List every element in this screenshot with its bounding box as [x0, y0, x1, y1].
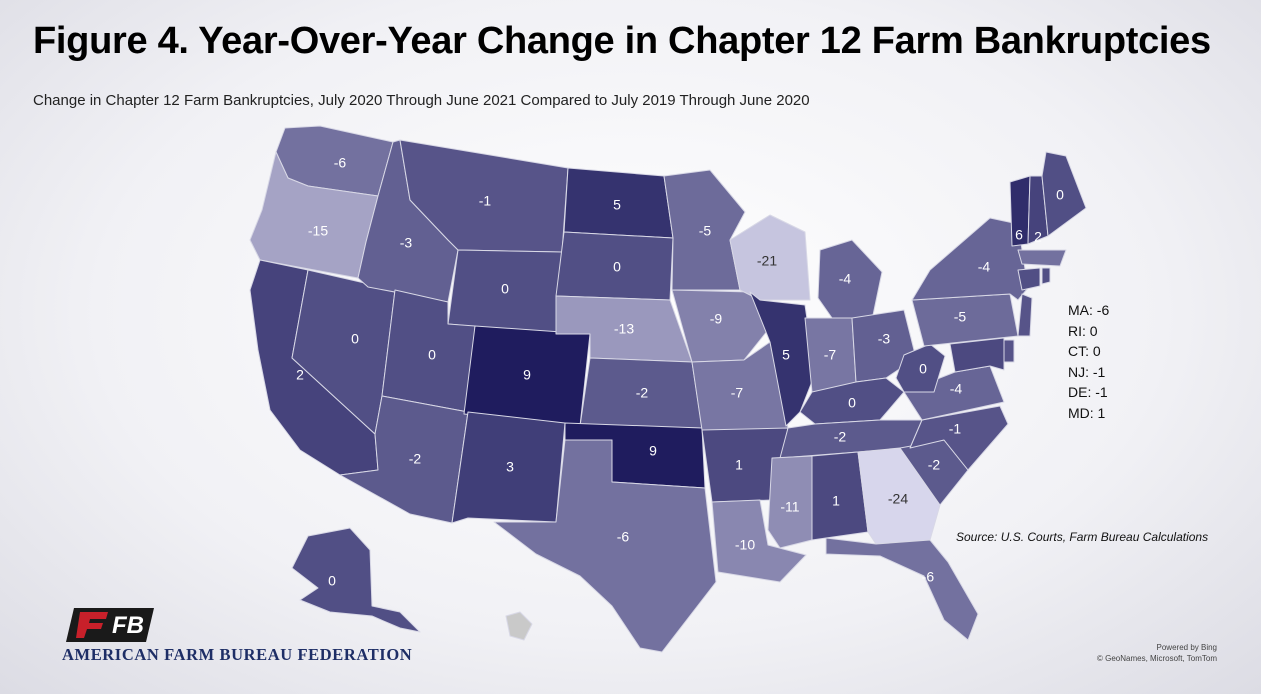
- state-label-mo: -7: [731, 385, 744, 401]
- figure-title: Figure 4. Year-Over-Year Change in Chapt…: [33, 20, 1211, 62]
- state-label-co: 9: [523, 367, 531, 383]
- state-ak: [291, 527, 421, 633]
- state-label-ms: -11: [780, 499, 799, 515]
- farm-bureau-logo: FB: [66, 608, 154, 642]
- state-label-la: -10: [735, 537, 755, 553]
- side-label-nj: NJ: -1: [1068, 363, 1106, 380]
- state-il: [749, 291, 816, 427]
- small-states-legend: MA: -6 RI: 0 CT: 0 NJ: -1 DE: -1 MD: 1: [1068, 300, 1109, 423]
- state-label-nv: 0: [351, 331, 359, 347]
- state-label-me: 0: [1056, 187, 1064, 203]
- state-ia: [671, 289, 769, 363]
- state-label-nh: 2: [1034, 229, 1042, 245]
- copyright-text: © GeoNames, Microsoft, TomTom: [1097, 654, 1217, 663]
- state-ri: [1041, 267, 1051, 285]
- state-ct: [1017, 267, 1041, 291]
- side-label-ri: RI: 0: [1068, 322, 1098, 339]
- state-label-ga: -24: [888, 491, 908, 507]
- state-label-nd: 5: [613, 197, 621, 213]
- state-md: [949, 337, 1005, 373]
- state-label-ca: 2: [296, 367, 304, 383]
- state-label-in: -7: [824, 347, 837, 363]
- source-note: Source: U.S. Courts, Farm Bureau Calcula…: [956, 530, 1209, 544]
- organization-name: AMERICAN FARM BUREAU FEDERATION: [62, 645, 413, 664]
- state-wi: [729, 214, 811, 301]
- state-label-wy: 0: [501, 281, 509, 297]
- state-fl: [825, 537, 979, 641]
- state-label-vt: 6: [1015, 227, 1023, 243]
- state-label-fl: -6: [922, 569, 935, 585]
- state-label-al: 1: [832, 493, 840, 509]
- state-label-sc: -2: [928, 457, 941, 473]
- state-tx: [493, 439, 717, 653]
- state-label-mt: -1: [479, 193, 492, 209]
- state-label-mi: -4: [839, 271, 852, 287]
- state-va: [903, 365, 1005, 421]
- state-label-pa: -5: [954, 309, 967, 325]
- powered-by-text: Powered by Bing: [1156, 643, 1217, 652]
- state-ma: [1017, 249, 1067, 267]
- state-label-ky: 0: [848, 395, 856, 411]
- state-label-ar: 1: [735, 457, 743, 473]
- side-label-ct: CT: 0: [1068, 343, 1101, 359]
- state-label-mn: -5: [699, 223, 712, 239]
- state-la: [711, 499, 807, 583]
- side-label-de: DE: -1: [1068, 384, 1108, 400]
- state-ny: [911, 217, 1029, 301]
- figure-subtitle: Change in Chapter 12 Farm Bankruptcies, …: [33, 92, 810, 109]
- state-ms: [767, 455, 813, 549]
- state-label-ne: -13: [614, 321, 634, 337]
- state-label-ny: -4: [978, 259, 991, 275]
- state-label-sd: 0: [613, 259, 621, 275]
- state-nm: [451, 411, 566, 524]
- state-label-oh: -3: [878, 331, 891, 347]
- state-label-ok: 9: [649, 443, 657, 459]
- state-label-wv: 0: [919, 361, 927, 377]
- state-label-ks: -2: [636, 385, 649, 401]
- state-label-id: -3: [400, 235, 413, 251]
- state-label-nc: -1: [949, 421, 962, 437]
- state-label-nm: 3: [506, 459, 514, 475]
- map-attribution: Powered by Bing © GeoNames, Microsoft, T…: [1097, 642, 1217, 664]
- state-label-tx: -6: [617, 529, 630, 545]
- state-label-va: -4: [950, 381, 963, 397]
- state-label-wi: -21: [757, 253, 777, 269]
- state-de: [1003, 339, 1015, 363]
- side-label-ma: MA: -6: [1068, 302, 1110, 318]
- state-nj: [1017, 293, 1033, 337]
- state-label-ia: -9: [710, 311, 723, 327]
- state-label-ak: 0: [328, 573, 336, 589]
- state-label-az: -2: [409, 451, 422, 467]
- state-label-or: -15: [308, 223, 328, 239]
- state-label-il: 5: [782, 347, 790, 363]
- logo-lettering: FB: [112, 612, 144, 639]
- state-al: [811, 451, 869, 541]
- state-hi: [505, 611, 533, 641]
- state-me: [1041, 151, 1087, 237]
- state-label-tn: -2: [834, 429, 847, 445]
- state-label-ut: 0: [428, 347, 436, 363]
- state-label-wa: -6: [334, 155, 347, 171]
- side-label-md: MD: 1: [1068, 404, 1106, 421]
